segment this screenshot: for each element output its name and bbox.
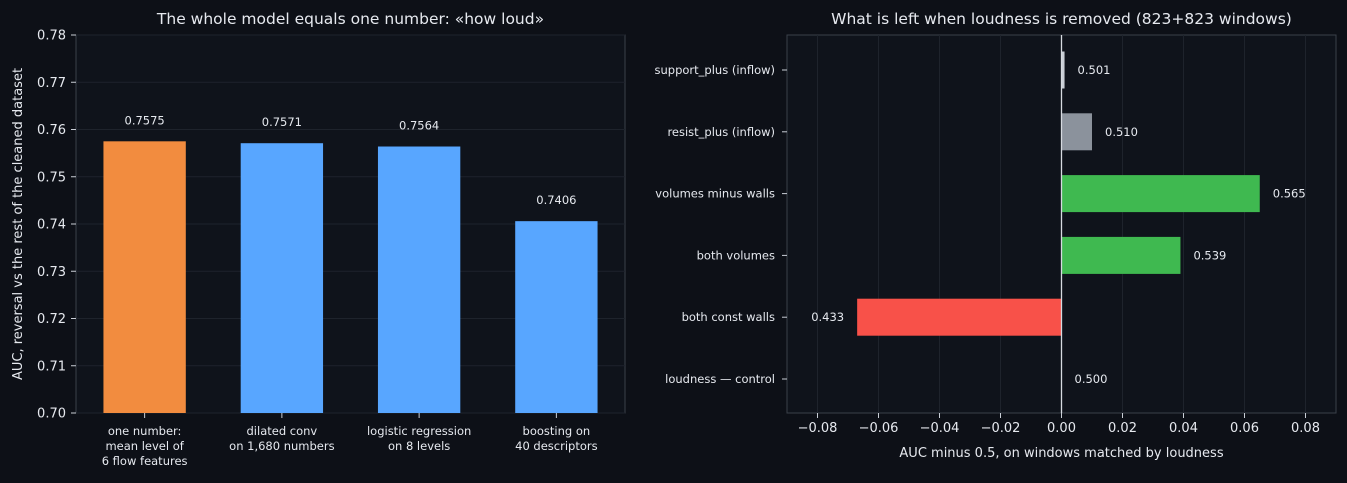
category-label: both volumes <box>697 248 775 262</box>
x-tick-label: 0.00 <box>1047 421 1076 436</box>
bar-value-label: 0.500 <box>1075 372 1108 386</box>
category-label: loudness — control <box>665 372 775 386</box>
category-label: support_plus (inflow) <box>655 63 775 77</box>
bar <box>240 143 324 413</box>
left-chart-title: The whole model equals one number: «how … <box>156 10 544 28</box>
bar <box>515 221 598 413</box>
x-tick-label: −0.08 <box>798 421 838 436</box>
right-x-ticks: −0.08 −0.06 −0.04 −0.02 0.00 0.02 0.04 0.06 0.08 <box>798 413 1320 436</box>
bar-value-label: 0.7575 <box>125 113 165 127</box>
bar <box>103 141 186 413</box>
x-tick-label: 0.04 <box>1169 421 1198 436</box>
x-tick-label: −0.06 <box>859 421 899 436</box>
bar <box>377 146 461 413</box>
bar-value-label: 0.7564 <box>399 119 439 133</box>
x-tick-label: −0.02 <box>981 421 1021 436</box>
left-value-labels: 0.7575 0.7571 0.7564 0.7406 <box>125 113 577 207</box>
category-label: resist_plus (inflow) <box>667 125 775 139</box>
category-label: dilated conv on 1,680 numbers <box>229 424 334 453</box>
bar-value-label: 0.7406 <box>536 193 576 207</box>
y-tick-label: 0.78 <box>37 29 66 44</box>
bar-value-label: 0.433 <box>811 310 844 324</box>
right-category-labels: support_plus (inflow) resist_plus (inflow… <box>655 63 787 386</box>
right-value-labels: 0.501 0.510 0.565 0.539 0.433 0.500 <box>811 63 1305 386</box>
bar-value-label: 0.565 <box>1273 187 1306 201</box>
left-category-labels: one number: mean level of 6 flow features d… <box>102 413 598 468</box>
x-tick-label: 0.02 <box>1108 421 1137 436</box>
x-tick-label: 0.06 <box>1230 421 1259 436</box>
bar-value-label: 0.539 <box>1193 248 1226 262</box>
left-y-axis-label: AUC, reversal vs the rest of the cleaned… <box>11 68 26 380</box>
category-label: both const walls <box>682 310 775 324</box>
y-tick-label: 0.74 <box>37 218 66 233</box>
bar <box>1061 175 1260 213</box>
y-tick-label: 0.71 <box>37 359 66 374</box>
y-tick-label: 0.70 <box>37 407 66 422</box>
bar-value-label: 0.7571 <box>262 115 302 129</box>
y-tick-label: 0.77 <box>37 76 66 91</box>
category-label: boosting on 40 descriptors <box>515 424 597 453</box>
right-bars <box>857 51 1260 336</box>
bar-value-label: 0.501 <box>1078 63 1111 77</box>
right-chart-title: What is left when loudness is removed (8… <box>831 10 1292 28</box>
bar <box>1061 113 1092 151</box>
bar-value-label: 0.510 <box>1105 125 1138 139</box>
bar <box>857 298 1062 336</box>
category-label: logistic regression on 8 levels <box>367 424 471 453</box>
x-tick-label: −0.04 <box>920 421 960 436</box>
bar <box>1061 51 1065 89</box>
y-tick-label: 0.76 <box>37 123 66 138</box>
category-label: volumes minus walls <box>655 187 775 201</box>
left-bars <box>103 141 598 413</box>
bar <box>1061 236 1181 274</box>
left-y-ticks: 0.70 0.71 0.72 0.73 0.74 0.75 0.76 0.77 0.78 <box>37 29 76 422</box>
x-tick-label: 0.08 <box>1291 421 1320 436</box>
y-tick-label: 0.75 <box>37 170 66 185</box>
category-label: one number: mean level of 6 flow features <box>102 424 188 468</box>
y-tick-label: 0.72 <box>37 312 66 327</box>
y-tick-label: 0.73 <box>37 265 66 280</box>
right-x-axis-label: AUC minus 0.5, on windows matched by lou… <box>899 446 1223 461</box>
